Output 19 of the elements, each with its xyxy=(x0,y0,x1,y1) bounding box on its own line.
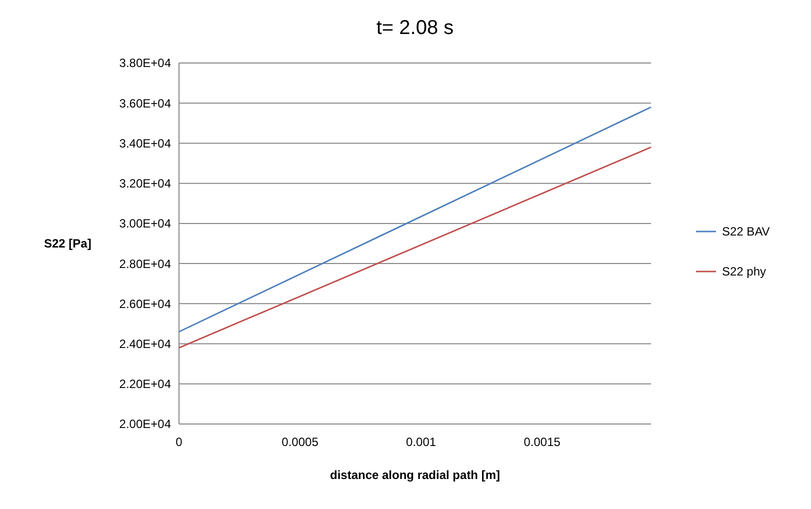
x-axis-title: distance along radial path [m] xyxy=(330,468,500,482)
y-tick-label: 3.80E+04 xyxy=(119,56,172,70)
y-tick-label: 3.40E+04 xyxy=(119,136,172,150)
legend-label: S22 phy xyxy=(722,264,766,279)
x-tick-label: 0 xyxy=(176,435,183,449)
y-tick-label: 2.20E+04 xyxy=(119,377,172,392)
y-tick-label: 2.00E+04 xyxy=(119,417,172,432)
y-tick-label: 3.20E+04 xyxy=(119,176,172,191)
x-tick-label: 0.0005 xyxy=(282,435,319,449)
x-tick-label: 0.0015 xyxy=(524,435,561,449)
y-tick-label: 3.60E+04 xyxy=(119,96,172,110)
legend-label: S22 BAV xyxy=(722,224,770,239)
chart-title: t= 2.08 s xyxy=(376,17,454,39)
y-axis-title: S22 [Pa] xyxy=(44,236,92,251)
y-tick-label: 2.60E+04 xyxy=(119,296,172,311)
x-tick-label: 0.001 xyxy=(406,435,436,449)
y-tick-label: 2.80E+04 xyxy=(119,256,172,271)
y-tick-label: 3.00E+04 xyxy=(119,216,172,231)
y-tick-label: 2.40E+04 xyxy=(119,336,172,351)
